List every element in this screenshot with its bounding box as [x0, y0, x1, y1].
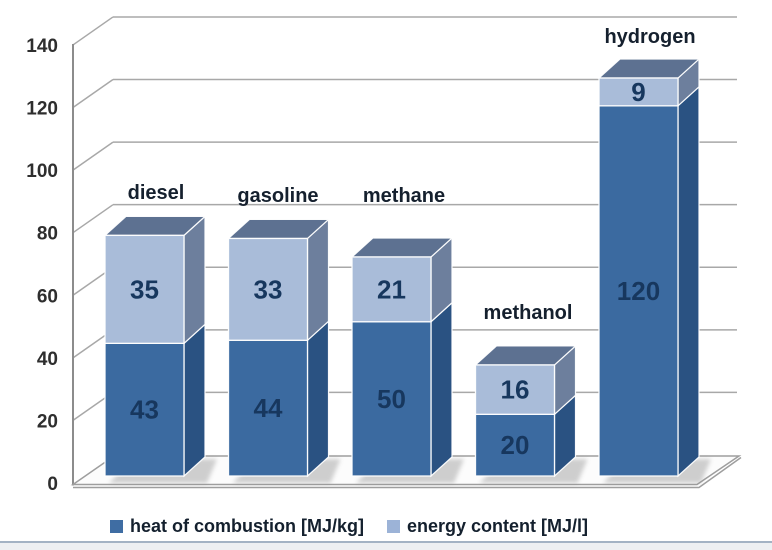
category-label-methane: methane — [363, 185, 445, 207]
y-tick-20: 20 — [37, 411, 58, 432]
bar-gasoline-front-energy — [227, 237, 309, 341]
value-label-diesel-heat: 43 — [130, 395, 159, 425]
bar-gasoline-front-heat — [227, 339, 309, 477]
bottom-border-line — [0, 541, 772, 543]
category-label-hydrogen: hydrogen — [604, 26, 695, 48]
value-label-diesel-energy: 35 — [130, 274, 159, 304]
legend-label-heat-of-combustion: heat of combustion [MJ/kg] — [130, 516, 364, 536]
bar-hydrogen-front-energy — [598, 77, 679, 107]
value-label-methane-heat: 50 — [377, 384, 406, 414]
legend-swatch-energy-content — [387, 520, 400, 533]
bar-methanol-front-energy — [474, 364, 556, 415]
bar-gasoline-side-heat — [306, 319, 330, 478]
gridline-depth-80 — [72, 204, 114, 234]
chart-floor-edge — [73, 456, 742, 489]
value-label-methane-energy: 21 — [377, 274, 406, 304]
legend-label-energy-content: energy content [MJ/l] — [407, 516, 589, 536]
value-label-gasoline-heat: 44 — [254, 393, 283, 423]
bar-diesel-side-energy — [183, 215, 206, 345]
y-tick-120: 120 — [26, 99, 58, 120]
y-tick-60: 60 — [37, 286, 58, 307]
value-label-hydrogen-heat: 120 — [617, 276, 660, 306]
bar-methane-front-heat — [351, 321, 432, 477]
gridline-depth-120 — [72, 78, 114, 109]
bar-hydrogen-front-heat — [598, 105, 679, 477]
y-tick-100: 100 — [26, 161, 58, 182]
y-tick-80: 80 — [37, 224, 58, 245]
category-label-methanol: methanol — [484, 302, 573, 324]
bar-methane-front-energy — [351, 256, 432, 323]
gridline-depth-140 — [72, 16, 114, 46]
bar-hydrogen-side-heat — [677, 85, 700, 478]
bar-methanol-front-heat — [474, 413, 556, 477]
bar-diesel-side-heat — [183, 322, 206, 478]
legend-item-energy-content: energy content [MJ/l] — [387, 516, 588, 537]
y-tick-0: 0 — [47, 474, 58, 495]
y-tick-40: 40 — [37, 349, 58, 370]
legend-item-heat-of-combustion: heat of combustion [MJ/kg] — [110, 516, 364, 537]
bar-gasoline-side-energy — [306, 218, 330, 342]
bar-diesel-front-energy — [104, 234, 185, 344]
bottom-border-strip — [0, 543, 772, 550]
category-label-gasoline: gasoline — [237, 185, 318, 207]
gridline-depth-100 — [72, 141, 114, 171]
value-label-methanol-energy: 16 — [501, 375, 530, 405]
value-label-hydrogen-energy: 9 — [631, 77, 645, 107]
bar-methane-side-heat — [430, 301, 453, 478]
value-label-gasoline-energy: 33 — [254, 274, 283, 304]
y-tick-140: 140 — [26, 36, 58, 57]
legend-swatch-heat-of-combustion — [110, 520, 123, 533]
value-label-methanol-heat: 20 — [501, 430, 530, 460]
category-label-diesel: diesel — [128, 182, 185, 204]
